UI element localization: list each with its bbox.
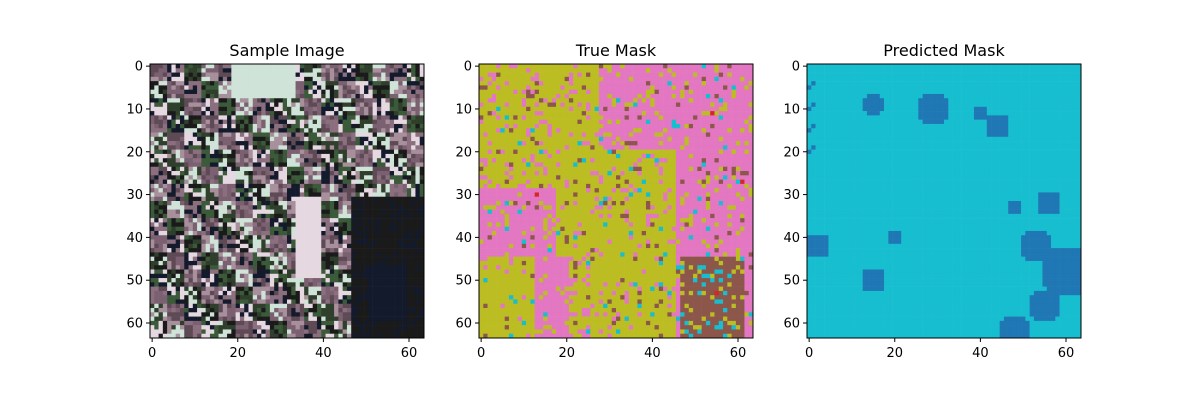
- x-tick-label: 60: [401, 346, 418, 361]
- x-tick-label: 40: [972, 346, 989, 361]
- panel-3: Predicted Mask 0 20 40 60 0 10 20 30 40 50 60: [783, 41, 1082, 361]
- y-tick-label: 50: [455, 274, 472, 289]
- x-tick-label: 40: [315, 346, 332, 361]
- image-grid: [150, 64, 425, 339]
- y-tick-label: 60: [783, 317, 800, 332]
- panel-2: True Mask 0 20 40 60 0 10 20 30 40 50 60: [455, 41, 754, 361]
- image-grid: [807, 64, 1082, 339]
- image-grid: [479, 64, 754, 339]
- y-tick-label: 40: [783, 231, 800, 246]
- y-tick-label: 50: [783, 274, 800, 289]
- y-tick-label: 30: [455, 188, 472, 203]
- y-tick-label: 0: [464, 60, 472, 75]
- y-tick-label: 10: [783, 102, 800, 117]
- x-tick-label: 40: [644, 346, 661, 361]
- axes-frame: [478, 63, 754, 339]
- x-tick-label: 20: [886, 346, 903, 361]
- x-tick-label: 0: [805, 346, 813, 361]
- x-tick-label: 0: [148, 346, 156, 361]
- y-tick-label: 50: [126, 274, 143, 289]
- y-tick-label: 40: [455, 231, 472, 246]
- y-tick-label: 20: [455, 145, 472, 160]
- y-tick-label: 0: [135, 60, 143, 75]
- panel-title: True Mask: [575, 41, 657, 60]
- y-tick-label: 30: [783, 188, 800, 203]
- panel-title: Predicted Mask: [883, 41, 1005, 60]
- y-tick-label: 30: [126, 188, 143, 203]
- panel-title: Sample Image: [229, 41, 344, 60]
- x-tick-label: 60: [1058, 346, 1075, 361]
- panel-1: Sample Image 0 20 40 60 0 10 20 30 40 50 60: [126, 41, 425, 361]
- y-tick-label: 60: [455, 317, 472, 332]
- y-tick-label: 20: [783, 145, 800, 160]
- x-tick-label: 60: [730, 346, 747, 361]
- axes-frame: [806, 63, 1082, 339]
- x-tick-label: 20: [229, 346, 246, 361]
- x-tick-label: 0: [477, 346, 485, 361]
- y-tick-label: 10: [455, 102, 472, 117]
- y-tick-label: 10: [126, 102, 143, 117]
- y-tick-label: 40: [126, 231, 143, 246]
- x-tick-label: 20: [558, 346, 575, 361]
- y-tick-label: 60: [126, 317, 143, 332]
- y-tick-label: 20: [126, 145, 143, 160]
- y-tick-label: 0: [792, 60, 800, 75]
- axes-frame: [149, 63, 425, 339]
